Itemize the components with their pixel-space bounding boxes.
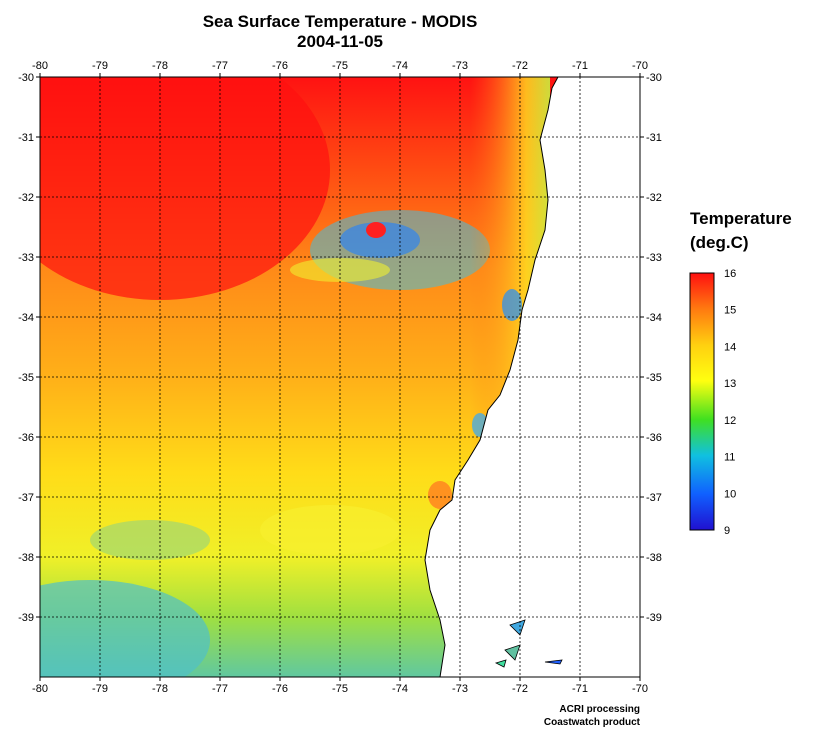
lat-label-left: -35 <box>18 372 34 384</box>
lon-label-top: -78 <box>152 60 168 72</box>
lat-label-left: -30 <box>18 72 34 84</box>
lon-label-top: -79 <box>92 60 108 72</box>
axis-ticks: -80 -80 -79 -79 -78 -78 -77 -77 -76 -76 -75 -75 -74 -… <box>18 60 662 695</box>
map-date: 2004-11-05 <box>296 32 384 51</box>
lon-label-top: -74 <box>392 60 408 72</box>
legend-units: (deg.C) <box>690 233 749 252</box>
lon-label-top: -80 <box>32 60 48 72</box>
lon-label-top: -75 <box>332 60 348 72</box>
map-title: Sea Surface Temperature - MODIS <box>202 12 478 31</box>
legend-labels: 16 15 14 13 12 11 10 9 <box>724 268 736 537</box>
grid-lines <box>40 77 640 677</box>
lon-label-top: -70 <box>632 60 648 72</box>
lat-label-left: -34 <box>18 312 34 324</box>
lat-label-right: -34 <box>646 312 662 324</box>
lon-label-top: -72 <box>512 60 528 72</box>
lat-label-right: -33 <box>646 252 662 264</box>
lon-label-bottom: -79 <box>92 683 108 695</box>
credit-product: Coastwatch product <box>543 717 640 728</box>
legend-tick-label: 11 <box>724 452 735 464</box>
lon-label-bottom: -71 <box>572 683 588 695</box>
lon-label-top: -73 <box>452 60 468 72</box>
legend-tick-label: 15 <box>724 305 736 317</box>
lon-label-bottom: -77 <box>212 683 228 695</box>
legend-tick-label: 9 <box>724 525 730 537</box>
lat-label-right: -35 <box>646 372 662 384</box>
legend-colorbar <box>689 272 715 531</box>
lon-label-bottom: -70 <box>632 683 648 695</box>
lat-label-right: -31 <box>646 132 662 144</box>
legend-tick-label: 13 <box>724 378 736 390</box>
lat-label-left: -33 <box>18 252 34 264</box>
legend-tick-label: 12 <box>724 415 736 427</box>
legend-tick-label: 10 <box>724 488 736 500</box>
lat-label-right: -38 <box>646 552 662 564</box>
lon-label-top: -71 <box>572 60 588 72</box>
sst-field <box>40 77 640 677</box>
lat-label-left: -32 <box>18 192 34 204</box>
lat-label-left: -36 <box>18 432 34 444</box>
lat-label-right: -32 <box>646 192 662 204</box>
legend-tick-label: 16 <box>724 268 736 280</box>
lat-label-right: -37 <box>646 492 662 504</box>
lat-label-right: -30 <box>646 72 662 84</box>
lat-label-right: -36 <box>646 432 662 444</box>
lon-label-top: -76 <box>272 60 288 72</box>
lon-label-bottom: -75 <box>332 683 348 695</box>
lon-label-bottom: -72 <box>512 683 528 695</box>
lat-label-left: -31 <box>18 132 34 144</box>
legend-title: Temperature <box>690 209 792 228</box>
lon-label-bottom: -74 <box>392 683 408 695</box>
lon-label-bottom: -78 <box>152 683 168 695</box>
lon-label-bottom: -76 <box>272 683 288 695</box>
credit-processing: ACRI processing <box>559 704 640 715</box>
lat-label-right: -39 <box>646 612 662 624</box>
lat-label-left: -38 <box>18 552 34 564</box>
lon-label-bottom: -80 <box>32 683 48 695</box>
lat-label-left: -39 <box>18 612 34 624</box>
legend-tick-label: 14 <box>724 341 736 353</box>
lon-label-bottom: -73 <box>452 683 468 695</box>
lat-label-left: -37 <box>18 492 34 504</box>
lon-label-top: -77 <box>212 60 228 72</box>
